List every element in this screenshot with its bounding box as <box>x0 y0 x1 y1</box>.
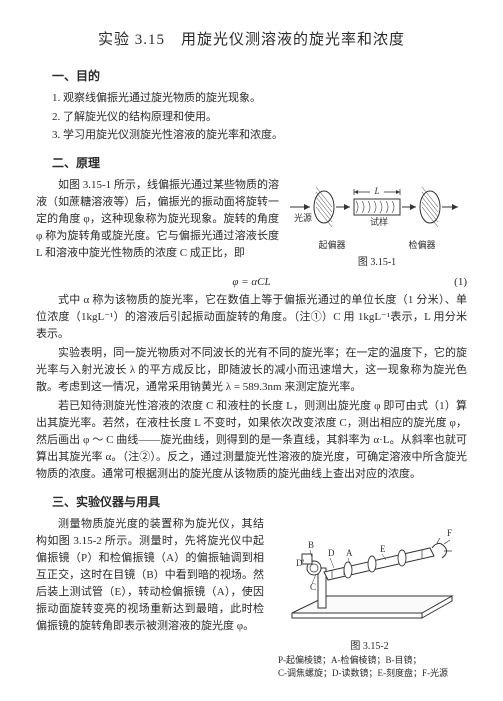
svg-text:试样: 试样 <box>370 216 388 227</box>
section-heading-goals: 一、目的 <box>52 67 467 84</box>
legend-line: P-起偏棱镜；A-检偏棱镜；B-目镜； <box>278 654 467 667</box>
figure-label: 起偏器 <box>318 238 345 251</box>
section-heading-apparatus: 三、实验仪器与用具 <box>52 493 467 510</box>
legend-line: C-调焦螺旋；D-读数镜；E-刻度盘；F-光源 <box>278 667 467 680</box>
paragraph: 式中 α 称为该物质的旋光率，它在数值上等于偏振光通过的单位长度（1 分米）、单… <box>36 292 467 343</box>
equation-formula: φ = αCL <box>232 276 270 288</box>
figure-3-15-2: B D' D A C E F 图 3.15-2 P-起偏棱镜；A-检偏棱镜；B-… <box>272 518 467 679</box>
svg-text:D': D' <box>296 558 304 568</box>
svg-text:C: C <box>310 582 316 592</box>
goal-item: 3. 学习用旋光仪测旋光性溶液的旋光率和浓度。 <box>52 127 467 144</box>
paragraph: 若已知待测旋光性溶液的浓度 C 和液柱的长度 L，则测出旋光度 φ 即可由式（1… <box>36 398 467 483</box>
svg-text:D: D <box>328 548 335 558</box>
figure-caption: 图 3.15-1 <box>287 253 467 268</box>
equation-number: (1) <box>454 276 467 288</box>
svg-text:L: L <box>373 186 379 196</box>
paragraph: 实验表明，同一旋光物质对不同波长的光有不同的旋光率；在一定的温度下，它的旋光率与… <box>36 345 467 396</box>
figure-caption: 图 3.15-2 <box>272 637 467 652</box>
figure-legend: P-起偏棱镜；A-检偏棱镜；B-目镜； C-调焦螺旋；D-读数镜；E-刻度盘；F… <box>272 654 467 679</box>
svg-text:B: B <box>308 540 314 550</box>
goal-item: 2. 了解旋光仪的结构原理和使用。 <box>52 109 467 126</box>
figure-label: 检偏器 <box>408 238 435 251</box>
equation: φ = αCL (1) <box>36 276 467 288</box>
svg-text:E: E <box>380 544 386 554</box>
page-title: 实验 3.15 用旋光仪测溶液的旋光率和浓度 <box>36 28 467 49</box>
svg-text:F: F <box>447 528 452 538</box>
section-heading-principle: 二、原理 <box>52 154 467 171</box>
figure-3-15-1: L 光源 试样 起偏器 检偏器 图 3.15-1 <box>287 177 467 268</box>
svg-text:A: A <box>346 548 353 558</box>
goal-item: 1. 观察线偏振光通过旋光物质的旋光现象。 <box>52 90 467 107</box>
svg-text:光源: 光源 <box>294 212 312 223</box>
